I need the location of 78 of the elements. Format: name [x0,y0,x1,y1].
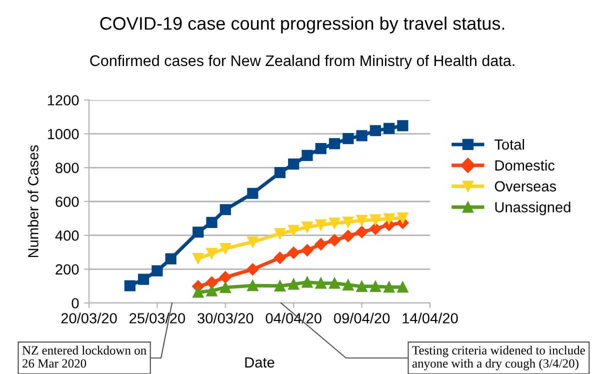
point [356,130,368,142]
point [220,204,231,216]
point [370,280,381,292]
point [288,158,300,170]
x-tick-label: 09/04/20 [334,312,390,324]
x-tick-label: 30/03/20 [198,312,254,324]
point [314,238,327,250]
y-tick-label: 1000 [48,128,79,140]
point [192,252,204,264]
point [328,278,340,289]
y-axis-title: Number of Cases [28,145,38,258]
point [274,252,286,264]
point [302,221,313,233]
point [274,167,286,178]
point [302,150,313,162]
point [328,218,340,229]
point [342,230,354,242]
chart-title: COVID-19 case count progression by travel status. [100,16,504,34]
point [247,236,258,248]
y-tick-label: 200 [56,264,79,275]
point [220,282,231,293]
legend-label: Domestic [495,160,555,171]
point [397,282,408,293]
point [165,253,176,264]
point [302,276,313,288]
point [397,212,408,224]
point [315,142,326,154]
point [342,279,354,290]
point [152,265,163,276]
y-tick-label: 1200 [48,95,79,106]
y-tick-label: 800 [56,162,79,174]
point [397,120,408,132]
point [384,282,395,293]
point [246,263,259,276]
point [356,226,368,238]
point [356,280,368,292]
point [315,278,326,289]
point [247,188,258,199]
point [301,244,314,256]
point [328,138,340,150]
y-tick-label: 400 [55,230,79,241]
point [370,125,381,136]
point [342,133,354,144]
point [219,271,232,284]
point [206,216,218,228]
point [328,234,341,246]
point [206,248,218,259]
point [342,216,354,228]
point [124,280,136,292]
point [288,278,300,290]
point [247,280,258,292]
x-tick-label: 14/04/20 [402,312,458,324]
point [274,228,286,240]
legend-label: Total [494,139,524,150]
point [315,219,326,230]
point [369,222,382,235]
chart-subtitle: Confirmed cases for New Zealand from Ministry of Health data. [90,54,514,70]
y-tick-label: 0 [72,298,79,308]
point [138,274,150,285]
text: NZ entered lockdown on 26 Mar 2020 [22,346,146,368]
y-tick-label: 600 [56,196,79,207]
point [370,214,381,226]
legend-label: Overseas [494,181,556,192]
point [384,213,395,224]
point [192,286,204,298]
x-tick-label: 20/03/20 [61,312,117,324]
point [288,224,300,236]
point [206,285,218,296]
text: Testing criteria widened to include anyone with a dry cough (3/4/20) [412,346,585,370]
point [288,246,300,259]
point [274,280,286,292]
legend-label: Unassigned [495,202,570,216]
point [220,242,231,254]
point [192,226,204,238]
point [206,276,218,289]
point [384,122,395,134]
point [356,214,368,226]
x-axis-title: Date [245,357,274,368]
